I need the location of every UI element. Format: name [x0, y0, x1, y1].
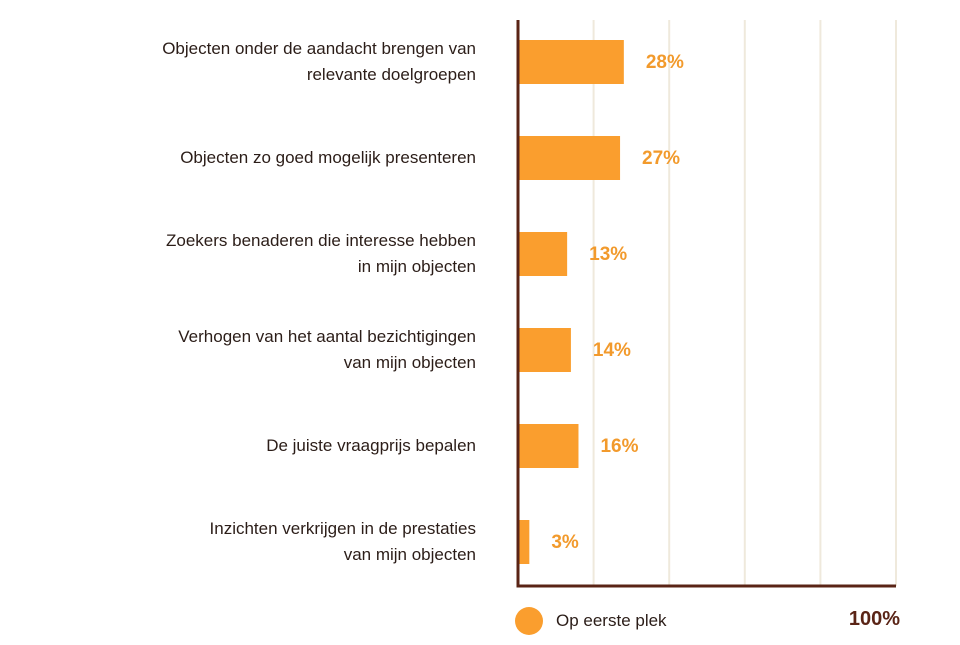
bar-value-label: 16% [600, 436, 638, 457]
bar-value-label: 13% [589, 244, 627, 265]
category-label-line: van mijn objecten [343, 545, 476, 564]
legend-marker [515, 607, 543, 635]
category-label: Objecten onder de aandacht brengen van re… [36, 36, 476, 88]
category-label-line: De juiste vraagprijs bepalen [266, 436, 476, 455]
category-label-line: Objecten onder de aandacht brengen van [162, 39, 476, 58]
category-label: Verhogen van het aantal bezichtigingen va… [36, 324, 476, 376]
category-label: Inzichten verkrijgen in de prestaties van… [36, 516, 476, 568]
bar [518, 424, 579, 468]
category-label-line: Objecten zo goed mogelijk presenteren [180, 148, 476, 167]
bar [518, 136, 621, 180]
category-label-line: in mijn objecten [357, 257, 476, 276]
bar [518, 232, 568, 276]
category-label-line: relevante doelgroepen [306, 65, 476, 84]
bar-value-label: 28% [646, 52, 684, 73]
bar-value-label: 3% [551, 532, 579, 553]
category-label: De juiste vraagprijs bepalen [36, 433, 476, 459]
category-label-line: Zoekers benaderen die interesse hebben [166, 231, 476, 250]
axis-max-label: 100% [848, 608, 900, 630]
category-label-line: Inzichten verkrijgen in de prestaties [209, 519, 476, 538]
category-label: Objecten zo goed mogelijk presenteren [36, 145, 476, 171]
category-label-line: van mijn objecten [343, 353, 476, 372]
bar-value-label: 27% [642, 148, 680, 169]
bar-value-label: 14% [593, 340, 631, 361]
legend-label: Op eerste plek [556, 611, 667, 630]
category-label: Zoekers benaderen die interesse hebben in… [36, 228, 476, 280]
bar [518, 328, 571, 372]
category-label-line: Verhogen van het aantal bezichtigingen [178, 327, 476, 346]
bar [518, 520, 530, 564]
bar [518, 40, 624, 84]
